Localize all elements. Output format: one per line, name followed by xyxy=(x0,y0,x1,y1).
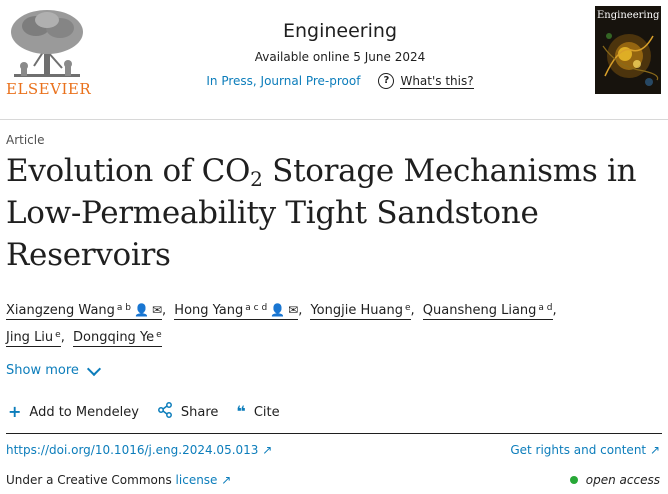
show-more-label: Show more xyxy=(6,363,79,378)
article-type-label: Article xyxy=(6,133,45,147)
open-access-badge: open access xyxy=(569,473,660,487)
quote-icon: ❝ xyxy=(236,402,246,421)
share-icon xyxy=(157,402,173,422)
article-actions: + Add to Mendeley Share ❝ Cite xyxy=(8,402,298,422)
journal-title[interactable]: Engineering xyxy=(283,20,397,42)
license-prefix: Under a Creative Commons xyxy=(6,473,176,487)
author-link[interactable]: Quansheng Liang a d xyxy=(422,303,553,320)
rights-link[interactable]: Get rights and content ↗ xyxy=(510,443,660,457)
links-divider xyxy=(6,433,662,434)
cite-button[interactable]: ❝ Cite xyxy=(236,404,279,420)
status-row: In Press, Journal Pre-proof ? What's thi… xyxy=(190,73,490,89)
open-access-label: open access xyxy=(585,473,660,487)
add-to-mendeley-button[interactable]: + Add to Mendeley xyxy=(8,404,139,420)
author-link[interactable]: Xiangzeng Wang a b 👤 ✉ xyxy=(6,303,163,320)
author-list: Xiangzeng Wang a b 👤 ✉, Hong Yang a c d 👤 ✉, Y… xyxy=(6,296,656,350)
show-more-button[interactable]: Show more xyxy=(6,361,101,378)
plus-icon: + xyxy=(8,402,22,421)
publisher-name: ELSEVIER xyxy=(6,80,92,98)
mail-icon: ✉ xyxy=(151,303,163,317)
cite-label: Cite xyxy=(253,404,280,420)
share-button[interactable]: Share xyxy=(157,402,219,422)
journal-header: Engineering Available online 5 June 2024… xyxy=(190,20,490,89)
license-link[interactable]: license ↗ xyxy=(175,473,232,487)
cover-title: Engineering xyxy=(597,10,660,21)
question-icon: ? xyxy=(378,73,395,89)
author-link[interactable]: Jing Liu e xyxy=(6,330,61,347)
journal-cover-image[interactable]: Engineering xyxy=(595,6,661,94)
author-link[interactable]: Hong Yang a c d 👤 ✉ xyxy=(174,303,299,320)
open-access-dot-icon xyxy=(569,476,578,484)
in-press-link[interactable]: In Press, Journal Pre-proof xyxy=(206,74,361,88)
mail-icon: ✉ xyxy=(288,303,299,317)
whats-this-label: What's this? xyxy=(400,73,474,89)
header-divider xyxy=(0,119,668,120)
share-label: Share xyxy=(180,404,219,420)
person-icon: 👤 xyxy=(270,303,286,317)
doi-link[interactable]: https://doi.org/10.1016/j.eng.2024.05.01… xyxy=(6,443,273,457)
author-link[interactable]: Yongjie Huang e xyxy=(310,303,411,320)
chevron-down-icon xyxy=(86,361,101,376)
author-link[interactable]: Dongqing Ye e xyxy=(73,330,162,347)
article-title: Evolution of CO2 Storage Mechanisms in L… xyxy=(6,153,637,273)
license-row: Under a Creative Commons license ↗ xyxy=(6,473,231,487)
available-online-date: Available online 5 June 2024 xyxy=(254,50,426,64)
elsevier-tree-logo[interactable] xyxy=(6,6,88,98)
whats-this-button[interactable]: ? What's this? xyxy=(378,73,474,89)
add-to-mendeley-label: Add to Mendeley xyxy=(29,404,139,420)
cover-artwork xyxy=(595,6,661,94)
person-icon: 👤 xyxy=(134,303,149,317)
